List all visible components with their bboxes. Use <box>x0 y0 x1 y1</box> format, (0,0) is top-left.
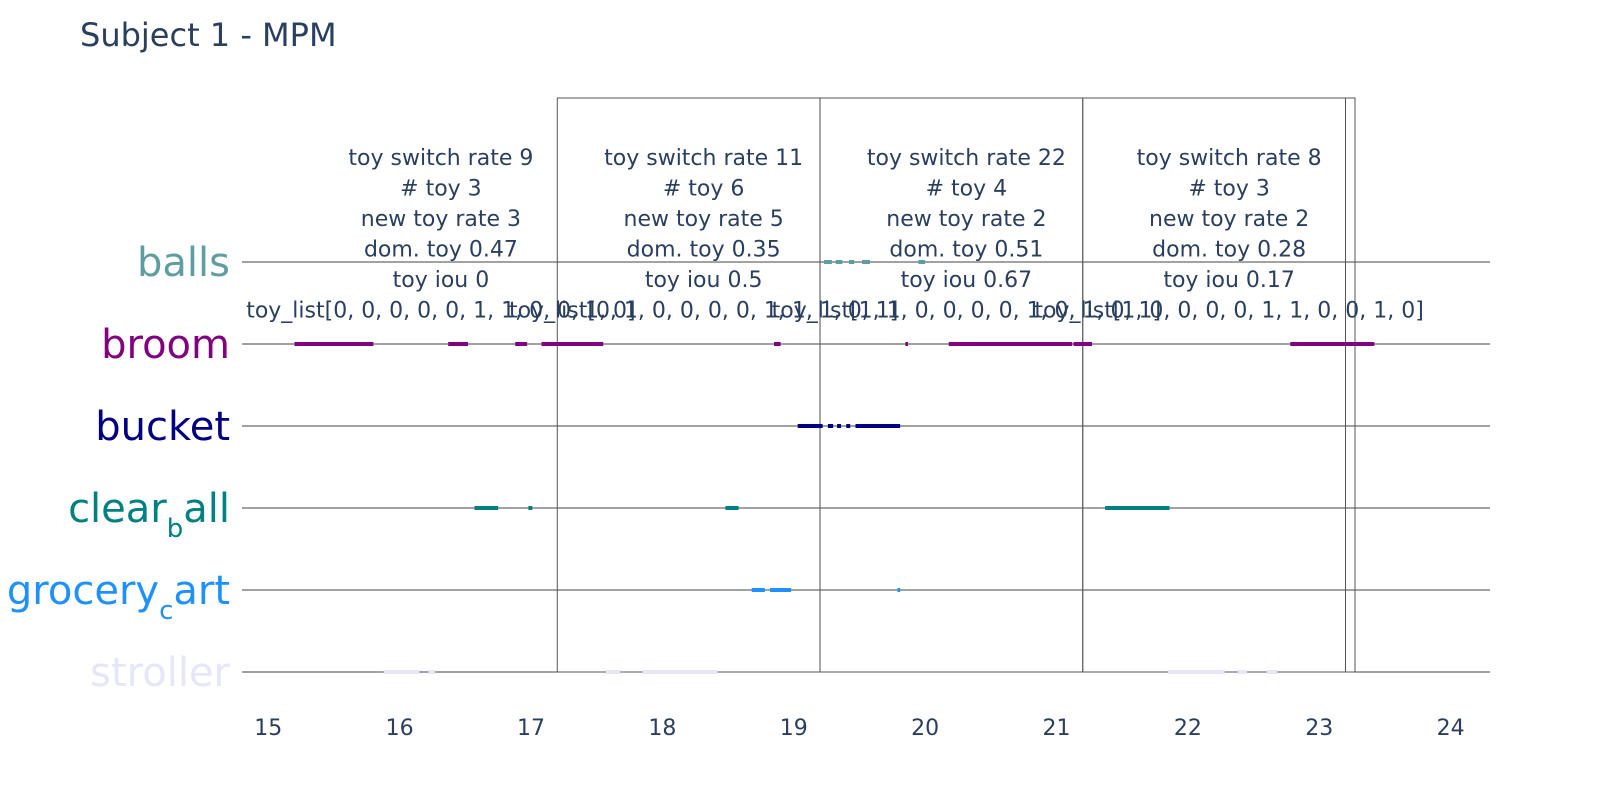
annotation-1-line-5: toy iou 0 <box>393 268 490 293</box>
y-label-bucket: bucket <box>95 404 230 450</box>
x-tick-19: 19 <box>780 716 808 741</box>
bar-layer <box>294 260 1375 674</box>
x-tick-20: 20 <box>911 716 939 741</box>
x-tick-22: 22 <box>1174 716 1202 741</box>
annotation-2-line-1: toy switch rate 11 <box>604 146 803 171</box>
annotation-2-line-4: dom. toy 0.35 <box>627 238 781 263</box>
y-label-broom: broom <box>101 322 230 368</box>
x-tick-18: 18 <box>648 716 676 741</box>
x-tick-16: 16 <box>386 716 414 741</box>
annotation-4-line-5: toy iou 0.17 <box>1163 268 1295 293</box>
annotation-3-line-2: # toy 4 <box>926 177 1008 202</box>
annotation-1-line-4: dom. toy 0.47 <box>364 238 518 263</box>
annotation-4-line-4: dom. toy 0.28 <box>1152 238 1306 263</box>
annotation-3-line-1: toy switch rate 22 <box>867 146 1066 171</box>
annotation-3-line-6: toy_list[1, 1, 0, 0, 0, 0, 1, 0, 1, 0, 1… <box>772 299 1161 324</box>
y-label-balls: balls <box>137 240 230 286</box>
annotation-1-line-2: # toy 3 <box>400 177 482 202</box>
annotation-4-line-2: # toy 3 <box>1188 177 1270 202</box>
annotation-4-line-1: toy switch rate 8 <box>1137 146 1322 171</box>
annotation-2-line-3: new toy rate 5 <box>624 207 784 232</box>
window-box-4 <box>1344 97 1356 673</box>
x-tick-layer: 15 16 17 18 19 20 21 22 23 24 <box>254 716 1464 741</box>
x-tick-23: 23 <box>1305 716 1333 741</box>
annotation-2-line-5: toy iou 0.5 <box>645 268 763 293</box>
annotation-3-line-4: dom. toy 0.51 <box>889 238 1043 263</box>
annotation-4-line-3: new toy rate 2 <box>1149 207 1309 232</box>
annotation-4-line-6: toy_list[1, 0, 0, 0, 0, 1, 1, 0, 0, 1, 0… <box>1034 299 1423 324</box>
annotation-2-line-2: # toy 6 <box>663 177 745 202</box>
annotation-3-line-5: toy iou 0.67 <box>901 268 1033 293</box>
y-label-grocery_cart: grocerycart <box>7 568 230 626</box>
y-label-stroller: stroller <box>90 650 230 696</box>
annotation-1-line-3: new toy rate 3 <box>361 207 521 232</box>
x-tick-17: 17 <box>517 716 545 741</box>
y-label-clear_ball: clearball <box>68 486 230 544</box>
annotation-layer: toy switch rate 9 # toy 3 new toy rate 3 do… <box>246 146 1424 324</box>
annotation-2-line-6: toy_list[0, 1, 0, 0, 0, 0, 1, 1, 1, 0, 1… <box>509 299 898 324</box>
x-tick-24: 24 <box>1437 716 1465 741</box>
annotation-3-line-3: new toy rate 2 <box>886 207 1046 232</box>
annotation-1-line-1: toy switch rate 9 <box>348 146 533 171</box>
grid-layer <box>242 261 1490 673</box>
y-label-layer: balls broom bucket clearball grocerycart stro… <box>7 240 231 696</box>
x-tick-21: 21 <box>1042 716 1070 741</box>
chart-title: Subject 1 - MPM <box>80 16 337 54</box>
annotation-1-line-6: toy_list[0, 0, 0, 0, 0, 1, 1, 0, 0, 1, 0… <box>246 299 635 324</box>
x-tick-15: 15 <box>254 716 282 741</box>
